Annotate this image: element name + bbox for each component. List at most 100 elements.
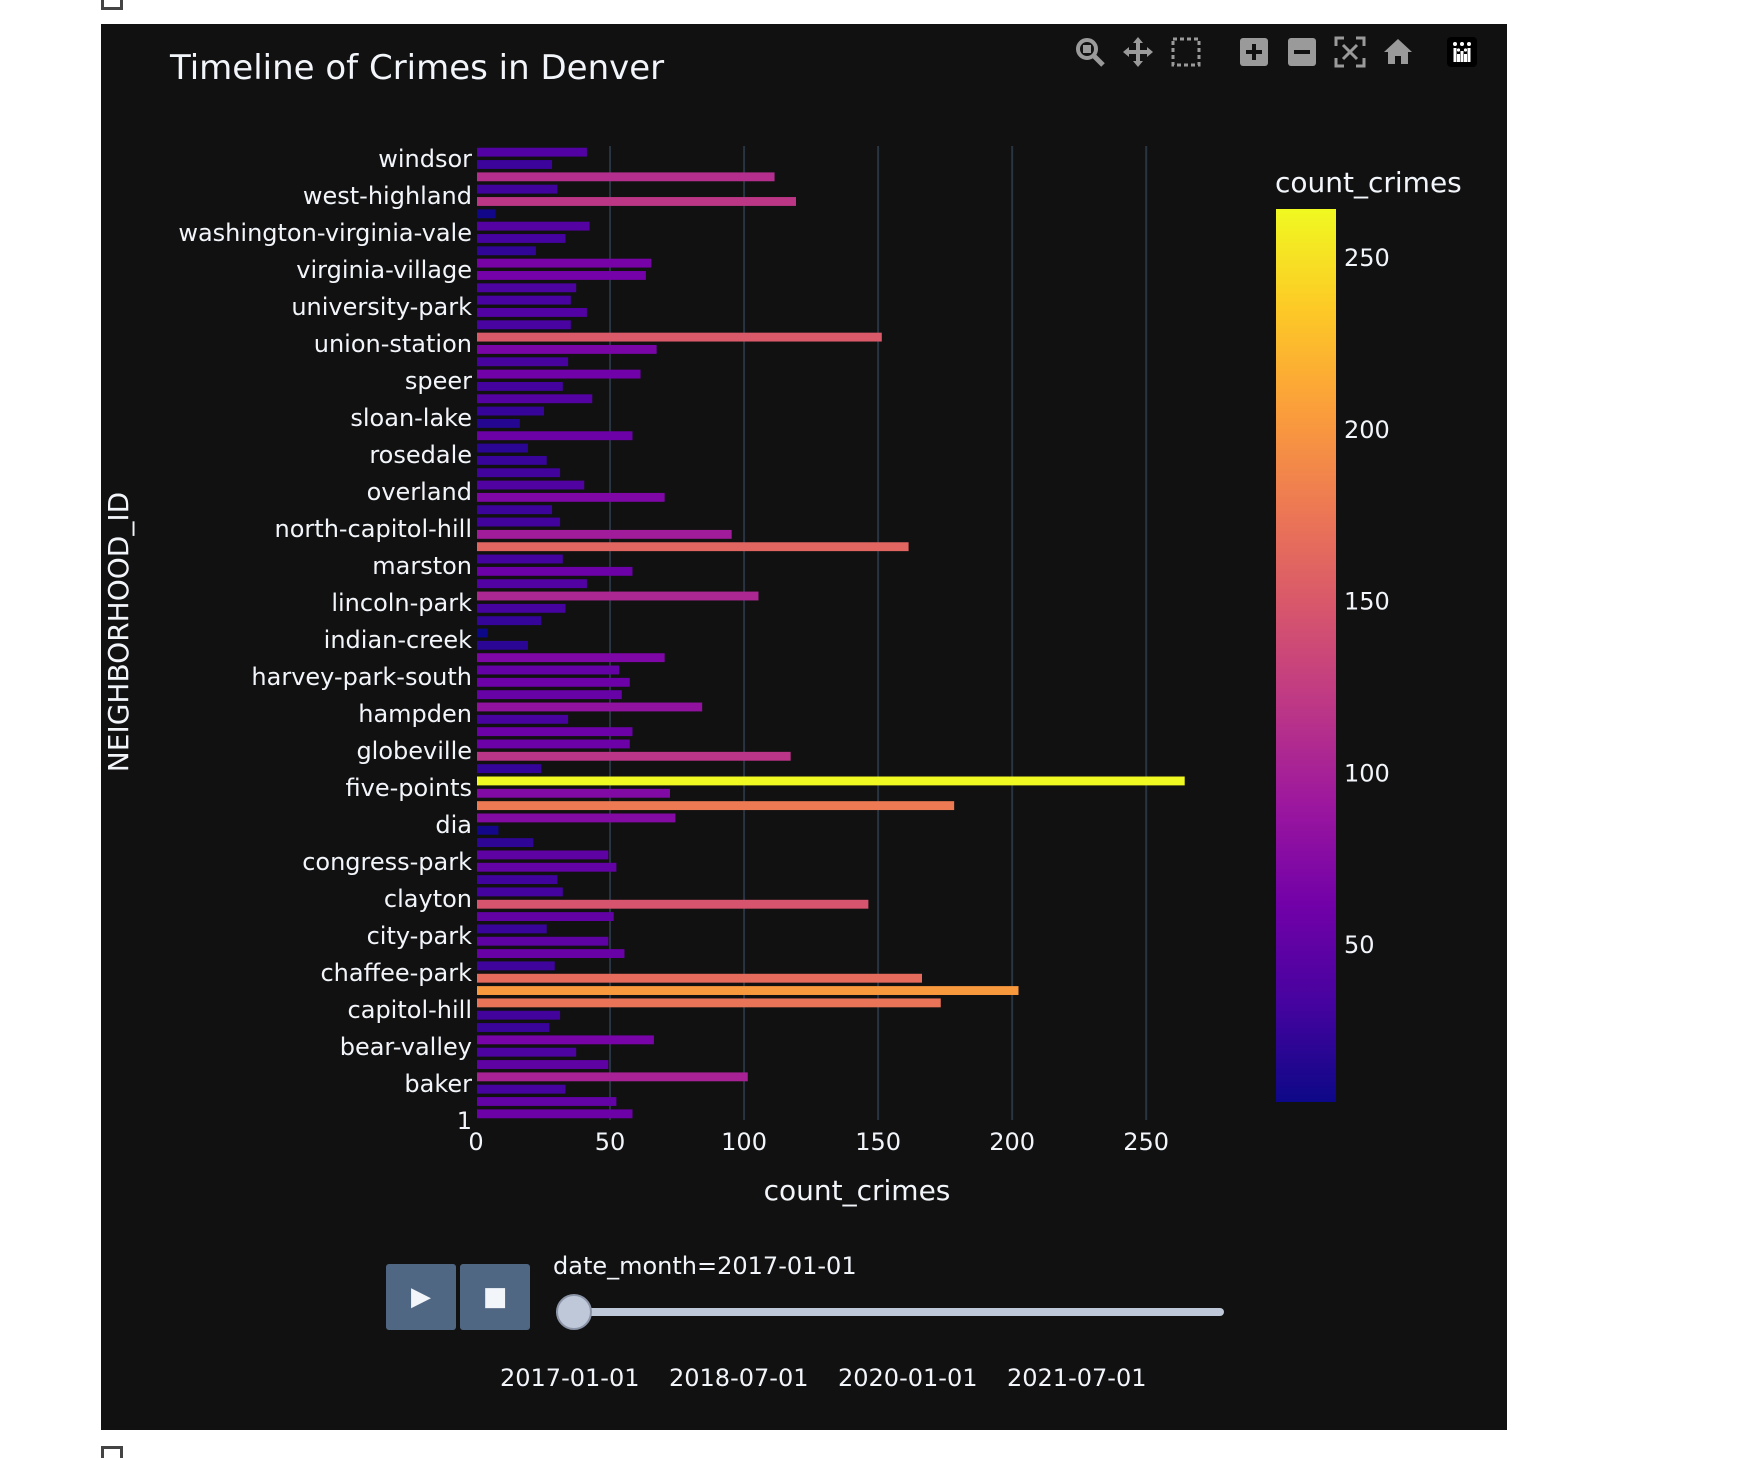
pan-icon[interactable]: [1120, 34, 1156, 70]
bar[interactable]: [477, 332, 882, 342]
bar[interactable]: [477, 677, 630, 687]
bar[interactable]: [477, 739, 630, 749]
box-select-icon[interactable]: [1168, 34, 1204, 70]
bar[interactable]: [477, 702, 703, 712]
x-tick-label: 0: [468, 1128, 483, 1156]
bar[interactable]: [477, 234, 566, 243]
slider-step-label[interactable]: 2017-01-01: [500, 1364, 640, 1392]
bar[interactable]: [477, 603, 566, 613]
bar[interactable]: [477, 579, 587, 589]
bar[interactable]: [477, 394, 593, 404]
plotly-logo-icon[interactable]: [1444, 34, 1480, 70]
bar[interactable]: [477, 221, 590, 231]
bar[interactable]: [477, 924, 547, 934]
bar[interactable]: [477, 1109, 633, 1119]
bar[interactable]: [477, 160, 553, 169]
bar[interactable]: [477, 776, 1185, 786]
bar[interactable]: [477, 480, 585, 490]
bar[interactable]: [477, 197, 797, 206]
bar[interactable]: [477, 788, 671, 798]
bar[interactable]: [477, 1010, 561, 1020]
bar[interactable]: [477, 1097, 617, 1106]
bar[interactable]: [477, 628, 488, 638]
bar[interactable]: [477, 912, 614, 922]
bar[interactable]: [477, 875, 558, 885]
bar[interactable]: [477, 258, 652, 268]
bar[interactable]: [477, 801, 955, 811]
bar[interactable]: [477, 295, 571, 305]
bar[interactable]: [477, 283, 577, 293]
slider-step-label[interactable]: 2020-01-01: [838, 1364, 978, 1392]
bar[interactable]: [477, 813, 676, 823]
bar[interactable]: [477, 529, 732, 539]
bar[interactable]: [477, 209, 496, 219]
bar[interactable]: [477, 936, 609, 946]
bar[interactable]: [477, 505, 553, 515]
bar[interactable]: [477, 1047, 577, 1057]
bar[interactable]: [477, 443, 528, 453]
bar[interactable]: [477, 566, 633, 576]
bar[interactable]: [477, 517, 561, 527]
y-tick-label: rosedale: [369, 441, 472, 469]
bar[interactable]: [477, 862, 617, 872]
bar[interactable]: [477, 653, 665, 663]
reset-axes-icon[interactable]: [1380, 34, 1416, 70]
bar[interactable]: [477, 1072, 748, 1082]
plot-container: [101, 24, 1507, 1430]
bar[interactable]: [477, 665, 620, 675]
play-button[interactable]: ▶: [386, 1264, 456, 1330]
bar[interactable]: [477, 949, 625, 958]
bar[interactable]: [477, 172, 775, 182]
bar[interactable]: [477, 1023, 550, 1032]
bar[interactable]: [477, 998, 941, 1008]
bar[interactable]: [477, 838, 534, 848]
bar[interactable]: [477, 1035, 654, 1045]
bar[interactable]: [477, 542, 909, 552]
bar[interactable]: [477, 468, 561, 478]
zoom-in-icon[interactable]: [1236, 34, 1272, 70]
bar[interactable]: [477, 554, 563, 564]
bar[interactable]: [477, 751, 791, 761]
bar[interactable]: [477, 492, 665, 502]
bar[interactable]: [477, 973, 922, 983]
slider-rail[interactable]: [556, 1308, 1224, 1316]
bar[interactable]: [477, 640, 528, 650]
bar[interactable]: [477, 357, 569, 367]
bar[interactable]: [477, 1060, 609, 1069]
bar[interactable]: [477, 184, 558, 194]
bar[interactable]: [477, 616, 542, 626]
bar[interactable]: [477, 714, 569, 724]
bar[interactable]: [477, 764, 542, 774]
autoscale-icon[interactable]: [1332, 34, 1368, 70]
bar[interactable]: [477, 147, 587, 157]
bar[interactable]: [477, 431, 633, 441]
bar[interactable]: [477, 899, 869, 909]
bar[interactable]: [477, 727, 633, 737]
bar[interactable]: [477, 320, 571, 330]
bar[interactable]: [477, 1084, 566, 1094]
bar[interactable]: [477, 344, 657, 354]
bar[interactable]: [477, 986, 1019, 995]
bar[interactable]: [477, 825, 499, 835]
bar[interactable]: [477, 381, 563, 391]
bar[interactable]: [477, 369, 641, 379]
bar[interactable]: [477, 418, 520, 428]
bar[interactable]: [477, 887, 563, 897]
y-tick-label: lincoln-park: [331, 589, 472, 617]
y-tick-label: virginia-village: [296, 256, 472, 284]
slider-step-label[interactable]: 2021-07-01: [1007, 1364, 1147, 1392]
bar[interactable]: [477, 455, 547, 465]
stop-button[interactable]: ■: [460, 1264, 530, 1330]
zoom-icon[interactable]: [1072, 34, 1108, 70]
bar[interactable]: [477, 591, 759, 601]
bar[interactable]: [477, 690, 622, 700]
bar[interactable]: [477, 308, 587, 317]
bar[interactable]: [477, 850, 609, 860]
zoom-out-icon[interactable]: [1284, 34, 1320, 70]
slider-step-label[interactable]: 2018-07-01: [669, 1364, 809, 1392]
bar[interactable]: [477, 271, 646, 280]
bar[interactable]: [477, 406, 545, 416]
bar[interactable]: [477, 961, 555, 971]
slider-handle[interactable]: [556, 1294, 592, 1330]
bar[interactable]: [477, 246, 536, 256]
